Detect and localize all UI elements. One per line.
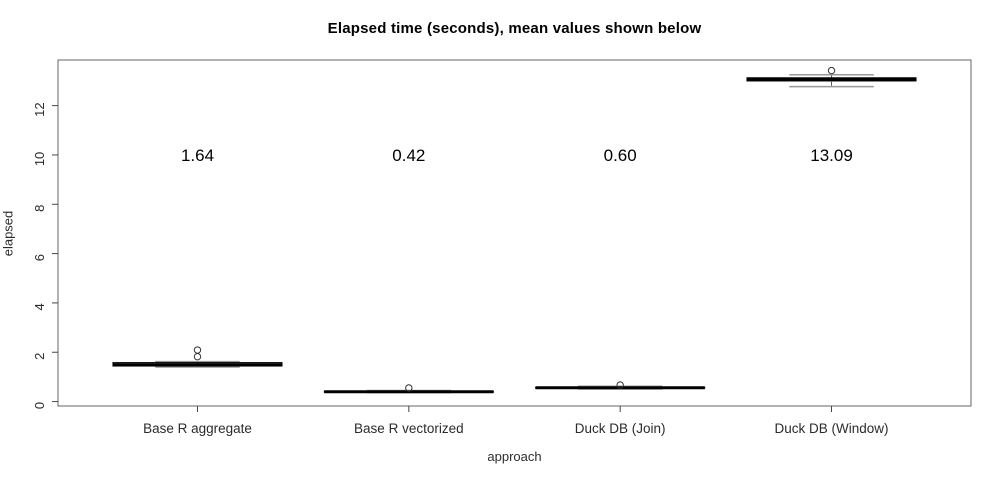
mean-annotation: 13.09 xyxy=(810,146,853,165)
mean-annotation: 0.42 xyxy=(392,146,425,165)
x-category-label: Duck DB (Window) xyxy=(774,421,888,436)
y-tick-label: 0 xyxy=(32,402,47,409)
outlier-point xyxy=(827,66,836,75)
outlier-point xyxy=(193,346,202,354)
y-tick-label: 2 xyxy=(32,353,47,360)
y-tick-label: 12 xyxy=(32,102,47,116)
mean-annotation: 1.64 xyxy=(181,146,214,165)
plot-frame xyxy=(57,59,972,407)
x-category-label: Base R vectorized xyxy=(354,421,464,436)
x-category-label: Base R aggregate xyxy=(143,421,252,436)
x-axis-label: approach xyxy=(487,449,542,464)
y-tick-label: 4 xyxy=(32,303,47,310)
y-tick-label: 10 xyxy=(32,152,47,166)
outlier-point xyxy=(616,381,624,389)
y-tick-label: 8 xyxy=(32,205,47,212)
y-tick-label: 6 xyxy=(32,254,47,261)
outlier-point xyxy=(193,352,202,361)
outlier-point xyxy=(405,384,413,392)
chart-title: Elapsed time (seconds), mean values show… xyxy=(327,20,702,37)
x-category-label: Duck DB (Join) xyxy=(575,421,666,436)
mean-annotation: 0.60 xyxy=(604,146,637,165)
